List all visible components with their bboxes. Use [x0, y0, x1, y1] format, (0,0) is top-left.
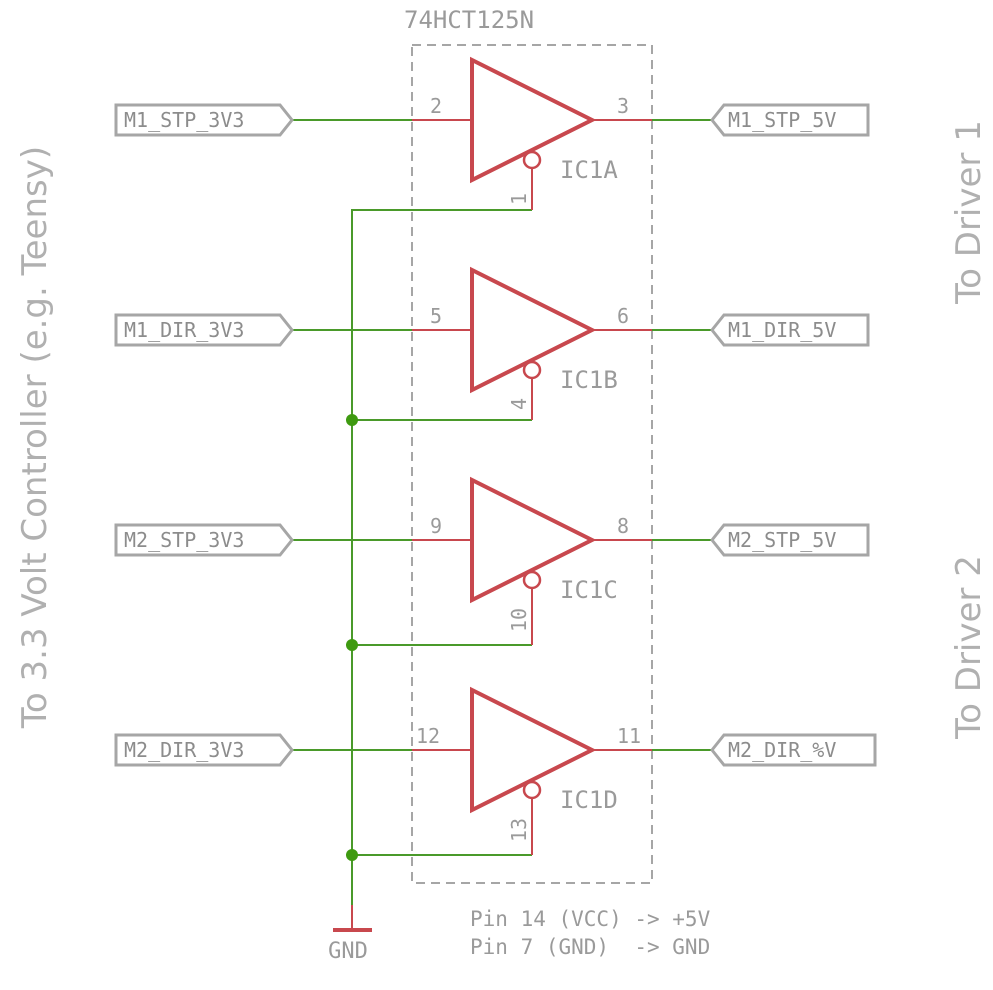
junction-dot [346, 414, 358, 426]
junction-dot [346, 639, 358, 651]
input-net-label: M1_DIR_3V3 [124, 318, 244, 342]
enable-pin-number: 4 [507, 398, 531, 410]
output-net-flag[interactable]: M2_DIR_%V [710, 733, 877, 767]
input-net-label: M2_DIR_3V3 [124, 738, 244, 762]
controller-side-label: To 3.3 Volt Controller (e.g. Teensy) [15, 146, 55, 729]
buffer-triangle [470, 686, 597, 814]
power-note-gnd: Pin 7 (GND) -> GND [470, 935, 710, 959]
input-net-flag[interactable]: M2_STP_3V3 [114, 523, 294, 557]
ground-label: GND [328, 939, 368, 964]
gate-name: IC1B [560, 366, 618, 394]
output-pin-number: 6 [617, 304, 629, 328]
input-net-flag[interactable]: M2_DIR_3V3 [114, 733, 294, 767]
enable-bubble [522, 570, 542, 590]
driver2-side-label: To Driver 2 [949, 555, 989, 740]
buffer-gate-ic1d: 12 11 13 IC1D [292, 686, 712, 855]
output-pin-number: 8 [617, 514, 629, 538]
output-pin-number: 11 [617, 724, 641, 748]
input-pin-number: 12 [416, 724, 440, 748]
output-net-label: M2_STP_5V [728, 528, 836, 552]
power-note-vcc: Pin 14 (VCC) -> +5V [470, 907, 711, 931]
enable-bubble [522, 150, 542, 170]
input-net-label: M1_STP_3V3 [124, 108, 244, 132]
gate-name: IC1C [560, 576, 618, 604]
buffer-gate-ic1b: 5 6 4 IC1B [292, 266, 712, 420]
gate-name: IC1D [560, 786, 618, 814]
ic-frame [411, 44, 653, 884]
enable-bubble [522, 780, 542, 800]
input-pin-number: 5 [430, 304, 442, 328]
junction-dot [346, 849, 358, 861]
input-pin-number: 2 [430, 94, 442, 118]
buffer-triangle [470, 266, 597, 394]
enable-pin-number: 10 [507, 608, 531, 632]
output-net-label: M1_DIR_5V [728, 318, 836, 342]
enable-pin-number: 13 [507, 818, 531, 842]
input-net-flag[interactable]: M1_STP_3V3 [114, 103, 294, 137]
output-net-label: M2_DIR_%V [728, 738, 836, 762]
driver1-side-label: To Driver 1 [949, 120, 989, 305]
input-pin-number: 9 [430, 514, 442, 538]
buffer-triangle [470, 476, 597, 604]
buffer-gate-ic1c: 9 8 10 IC1C [292, 476, 712, 645]
buffer-triangle [470, 56, 597, 184]
enable-bubble [522, 360, 542, 380]
buffer-gate-ic1a: 2 3 1 IC1A [292, 56, 712, 210]
ic-part-name: 74HCT125N [404, 6, 534, 34]
output-net-flag[interactable]: M2_STP_5V [710, 523, 870, 557]
enable-bus-wire [351, 209, 532, 905]
output-net-label: M1_STP_5V [728, 108, 836, 132]
output-net-flag[interactable]: M1_DIR_5V [710, 313, 870, 347]
output-pin-number: 3 [617, 94, 629, 118]
input-net-flag[interactable]: M1_DIR_3V3 [114, 313, 294, 347]
input-net-label: M2_STP_3V3 [124, 528, 244, 552]
enable-pin-number: 1 [507, 193, 531, 205]
output-net-flag[interactable]: M1_STP_5V [710, 103, 870, 137]
gate-name: IC1A [560, 156, 618, 184]
